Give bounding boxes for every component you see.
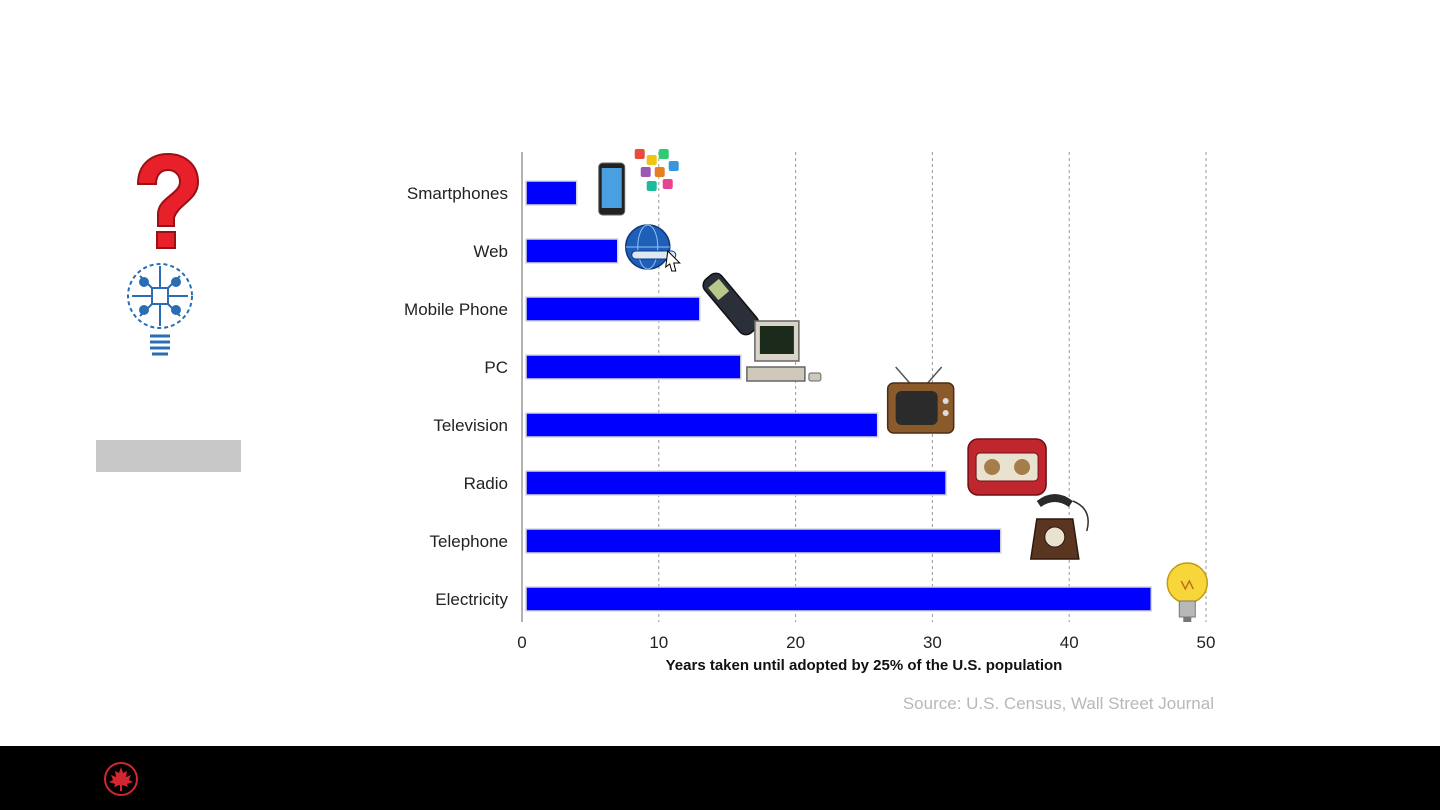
bar	[525, 238, 619, 264]
circuit-lightbulb-icon	[127, 263, 193, 356]
category-label: Telephone	[430, 532, 508, 551]
adoption-chart: 0 10 20 30 40 50 Smartphones Web Mobile Phone PC T…	[380, 140, 1240, 705]
x-tick-label: 50	[1197, 633, 1216, 652]
bar	[525, 296, 701, 322]
maple-leaf-logo-icon	[104, 762, 138, 796]
television-icon	[886, 366, 955, 434]
footer-bar	[0, 746, 1440, 810]
computer-icon	[746, 320, 822, 382]
category-label: Smartphones	[407, 184, 508, 203]
mobile-phone-icon	[702, 272, 760, 336]
chart-svg: 0 10 20 30 40 50 Smartphones Web Mobile Phone PC T…	[404, 149, 1216, 674]
bar	[525, 354, 742, 380]
bar	[525, 586, 1153, 612]
bar	[525, 412, 879, 438]
bar	[525, 180, 578, 206]
globe-icon	[625, 224, 681, 272]
category-label: Mobile Phone	[404, 300, 508, 319]
bar	[525, 528, 1002, 554]
x-tick-label: 0	[517, 633, 526, 652]
gray-placeholder-box	[96, 440, 241, 472]
category-label: Electricity	[435, 590, 508, 609]
question-bulb-icon	[127, 152, 200, 356]
left-icon-group	[110, 150, 220, 370]
x-tick-label: 10	[649, 633, 668, 652]
bar	[525, 470, 947, 496]
category-label: Radio	[464, 474, 508, 493]
rotary-telephone-icon	[1029, 494, 1089, 560]
question-mark-icon	[136, 152, 200, 249]
x-tick-label: 30	[923, 633, 942, 652]
smartphone-icon	[598, 149, 679, 216]
x-tick-label: 20	[786, 633, 805, 652]
category-label: Television	[433, 416, 508, 435]
light-bulb-icon	[1166, 562, 1209, 622]
radio-icon	[967, 438, 1047, 496]
category-label: Web	[473, 242, 508, 261]
source-note: Source: U.S. Census, Wall Street Journal	[902, 694, 1214, 713]
x-axis-title: Years taken until adopted by 25% of the …	[666, 657, 1063, 674]
x-tick-label: 40	[1060, 633, 1079, 652]
category-label: PC	[484, 358, 508, 377]
